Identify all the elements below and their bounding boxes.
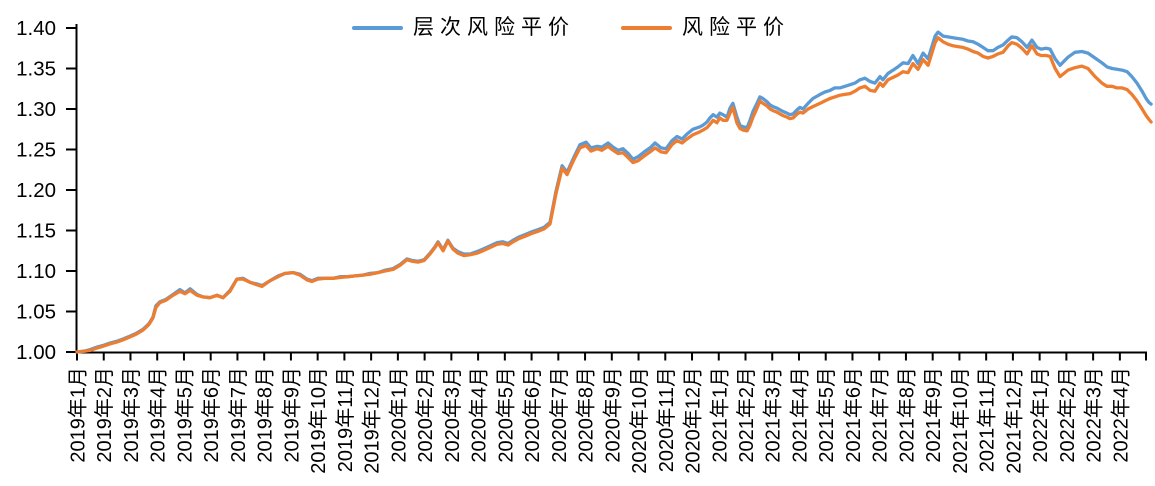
x-tick-label: 2019年5月	[173, 367, 196, 463]
x-tick-label: 2019年9月	[280, 367, 303, 463]
y-tick-label: 1.40	[16, 17, 56, 40]
x-tick-label: 2020年2月	[414, 367, 437, 463]
series-line-hrp	[75, 30, 1153, 354]
x-tick-label: 2022年2月	[1056, 367, 1079, 463]
x-tick-label: 2019年8月	[254, 367, 277, 463]
legend-line-orange-icon	[621, 25, 672, 30]
x-tick-label: 2020年5月	[494, 367, 517, 463]
x-tick-label: 2019年11月	[334, 367, 357, 472]
y-tick-label: 1.35	[16, 58, 56, 81]
x-tick-label: 2019年4月	[147, 367, 170, 463]
x-tick-label: 2021年9月	[922, 367, 945, 463]
x-tick-label: 2019年10月	[307, 367, 330, 474]
x-tick-label: 2021年2月	[735, 367, 758, 463]
x-tick-label: 2021年11月	[976, 367, 999, 472]
x-tick-label: 2020年4月	[468, 367, 491, 463]
x-tick-label: 2021年8月	[895, 367, 918, 463]
x-tick-label: 2020年12月	[682, 367, 705, 474]
x-tick-label: 2021年1月	[708, 367, 731, 463]
x-tick-label: 2020年1月	[387, 367, 410, 463]
x-tick-label: 2020年11月	[655, 367, 678, 472]
x-tick-label: 2021年6月	[842, 367, 865, 463]
x-tick-label: 2022年1月	[1029, 367, 1052, 463]
x-tick-label: 2020年9月	[601, 367, 624, 463]
y-tick-label: 1.25	[16, 139, 56, 162]
y-tick-label: 1.00	[16, 341, 56, 364]
x-tick-label: 2021年4月	[788, 367, 811, 463]
legend-label-hrp: 层次风险平价	[413, 15, 575, 39]
y-tick-label: 1.15	[16, 220, 56, 243]
x-tick-label: 2020年10月	[628, 367, 651, 474]
x-tick-label: 2019年7月	[227, 367, 250, 463]
x-tick-label: 2020年8月	[575, 367, 598, 463]
x-tick-label: 2021年3月	[762, 367, 785, 463]
x-tick-label: 2022年4月	[1109, 367, 1132, 463]
x-tick-label: 2021年12月	[1002, 367, 1025, 474]
x-tick-label: 2019年6月	[200, 367, 223, 463]
x-tick-label: 2020年7月	[548, 367, 571, 463]
x-tick-label: 2021年10月	[949, 367, 972, 474]
x-tick-label: 2019年12月	[361, 367, 384, 474]
x-tick-label: 2022年3月	[1083, 367, 1106, 463]
x-tick-label: 2019年1月	[67, 367, 90, 463]
y-tick-label: 1.30	[16, 98, 56, 121]
legend: 层次风险平价 风险平价	[352, 17, 790, 38]
x-tick-label: 2019年2月	[93, 367, 116, 463]
y-tick-label: 1.05	[16, 301, 56, 324]
y-tick-label: 1.10	[16, 260, 56, 283]
legend-line-blue-icon	[352, 25, 403, 30]
legend-label-rp: 风险平价	[682, 15, 790, 39]
x-tick-label: 2019年3月	[120, 367, 143, 463]
legend-item-hrp: 层次风险平价	[352, 17, 575, 38]
series-line-rp	[75, 36, 1153, 354]
x-tick-label: 2020年3月	[441, 367, 464, 463]
x-tick-label: 2021年7月	[869, 367, 892, 463]
y-tick-label: 1.20	[16, 179, 56, 202]
legend-item-rp: 风险平价	[621, 17, 790, 38]
x-tick-label: 2021年5月	[815, 367, 838, 463]
x-tick-label: 2020年6月	[521, 367, 544, 463]
